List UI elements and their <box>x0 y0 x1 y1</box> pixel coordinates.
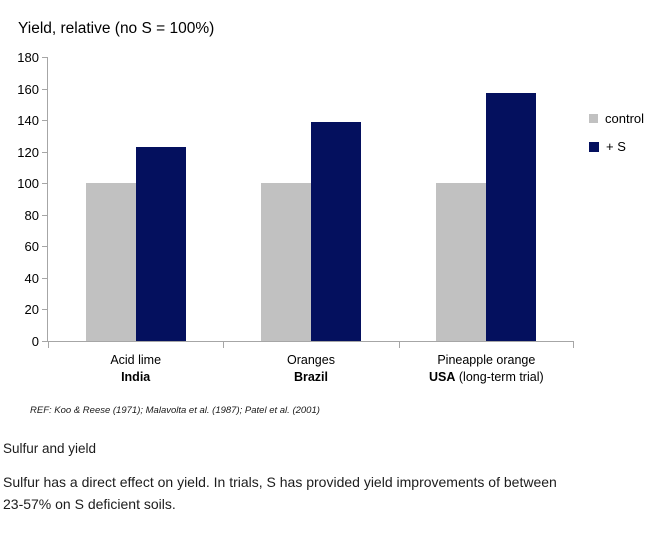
legend-swatch-icon <box>589 141 599 152</box>
y-axis-tick-160 <box>42 88 48 90</box>
category-label-group-1: Acid lime India <box>26 352 246 386</box>
legend-label: control <box>605 111 645 126</box>
caption-body: Sulfur has a direct effect on yield. In … <box>3 471 655 515</box>
y-axis-label-60: 60 <box>24 239 39 255</box>
y-axis-label-160: 160 <box>17 81 39 97</box>
y-axis-label-180: 180 <box>17 50 39 65</box>
y-axis-tick-100 <box>42 183 48 185</box>
y-axis-label-100: 100 <box>17 176 39 192</box>
chart-title: Yield, relative (no S = 100%) <box>18 20 215 37</box>
x-axis-tick-2 <box>398 342 400 348</box>
y-axis-tick-140 <box>42 120 48 122</box>
bar-plus-s-group-2 <box>311 121 361 341</box>
legend-item-control: control <box>589 111 644 126</box>
reference-citation: REF: Koo & Reese (1971); Malavolta et al… <box>30 405 320 416</box>
bar-plus-s-group-1 <box>135 146 186 341</box>
plot-area: 0 20 40 60 80 100 120 140 160 180 Acid lime India Or… <box>17 50 574 384</box>
category-label-group-3: Pineapple orange USA (long-term trial) <box>376 352 596 386</box>
category-crop-label: Oranges <box>287 353 335 367</box>
bar-control-group-1 <box>85 183 136 341</box>
category-crop-label: Pineapple orange <box>437 353 536 367</box>
y-axis-label-140: 140 <box>17 113 39 129</box>
caption-body-line-1: Sulfur has a direct effect on yield. In … <box>3 474 557 490</box>
caption-block: Sulfur and yield Sulfur has a direct eff… <box>3 441 655 515</box>
y-axis-tick-60 <box>42 246 48 248</box>
x-axis-tick-1 <box>223 342 225 348</box>
y-axis-tick-20 <box>42 309 48 311</box>
bar-control-group-2 <box>261 183 311 341</box>
caption-body-line-2: 23-57% on S deficient soils. <box>3 496 176 512</box>
category-label-group-2: Oranges Brazil <box>201 352 421 386</box>
y-axis-label-120: 120 <box>17 144 39 160</box>
x-axis-tick-0 <box>48 342 49 348</box>
bar-plus-s-group-3 <box>486 93 537 341</box>
x-axis-tick-3 <box>573 342 574 348</box>
y-axis-tick-40 <box>42 277 48 279</box>
category-country-label: USA (long-term trial) <box>429 370 544 384</box>
legend-item-plus-s: + S <box>589 139 644 154</box>
y-axis-label-80: 80 <box>24 207 39 223</box>
caption-title: Sulfur and yield <box>3 441 97 456</box>
y-axis-tick-180 <box>42 57 48 58</box>
legend-label: + S <box>606 139 626 154</box>
y-axis-label-40: 40 <box>24 270 39 286</box>
category-country-label: India <box>121 370 151 384</box>
category-country-label: Brazil <box>293 370 329 384</box>
y-axis-tick-0 <box>42 341 48 342</box>
legend-swatch-icon <box>589 114 598 123</box>
chart-legend: control + S <box>589 111 644 167</box>
bar-control-group-3 <box>436 183 487 341</box>
y-axis-label-0: 0 <box>31 334 39 349</box>
y-axis-label-20: 20 <box>24 302 39 318</box>
y-axis-tick-80 <box>42 214 48 216</box>
category-crop-label: Acid lime <box>110 353 162 367</box>
y-axis-tick-120 <box>42 151 48 153</box>
